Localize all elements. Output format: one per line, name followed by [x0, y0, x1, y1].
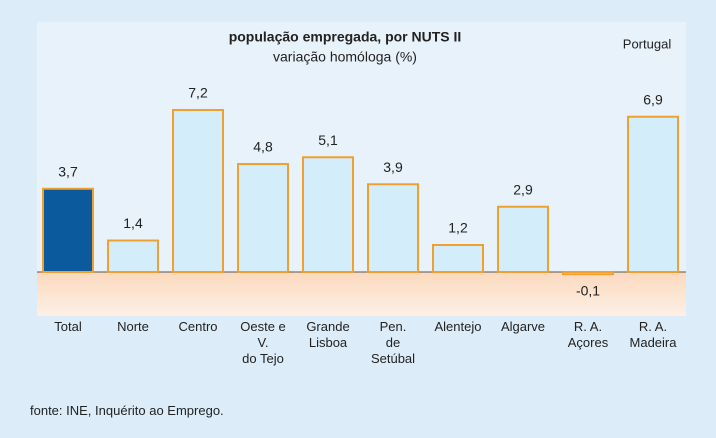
value-label: 3,7 — [58, 163, 78, 179]
x-tick-label: Oeste e V. do Tejo — [240, 319, 286, 366]
annotation: Portugal — [623, 36, 672, 51]
bar — [237, 163, 289, 273]
plot-area — [37, 22, 686, 272]
source: fonte: INE, Inquérito ao Emprego. — [30, 403, 224, 418]
x-tick-label: Grande Lisboa — [306, 319, 350, 350]
bar — [367, 183, 419, 273]
x-tick-label: Alentejo — [434, 319, 482, 334]
bar — [172, 109, 224, 273]
value-label: 1,2 — [448, 220, 468, 236]
x-tick-label: Centro — [178, 319, 218, 334]
value-label: 3,9 — [383, 159, 403, 175]
x-tick-label: Pen. de Setúbal — [370, 319, 416, 366]
bar — [107, 239, 159, 273]
value-label: 5,1 — [318, 132, 338, 148]
bar — [432, 244, 484, 273]
x-tick-label: R. A. Madeira — [629, 319, 677, 350]
value-label: 6,9 — [643, 91, 663, 107]
x-tick-label: R. A. Açores — [567, 319, 609, 350]
x-tick-label: Norte — [117, 319, 149, 334]
bar — [627, 115, 679, 273]
value-label: 7,2 — [188, 85, 208, 101]
bar — [302, 156, 354, 273]
x-tick-label: Total — [54, 319, 82, 334]
negative-zone — [37, 272, 686, 316]
x-tick-label: Algarve — [500, 319, 546, 334]
chart-subtitle: variação homóloga (%) — [273, 49, 417, 65]
value-label: -0,1 — [576, 283, 600, 299]
value-label: 1,4 — [123, 215, 143, 231]
chart-title: população empregada, por NUTS II — [229, 29, 462, 45]
bar — [497, 205, 549, 273]
bar — [42, 187, 94, 273]
bar — [562, 271, 614, 276]
value-label: 4,8 — [253, 139, 273, 155]
value-label: 2,9 — [513, 181, 533, 197]
